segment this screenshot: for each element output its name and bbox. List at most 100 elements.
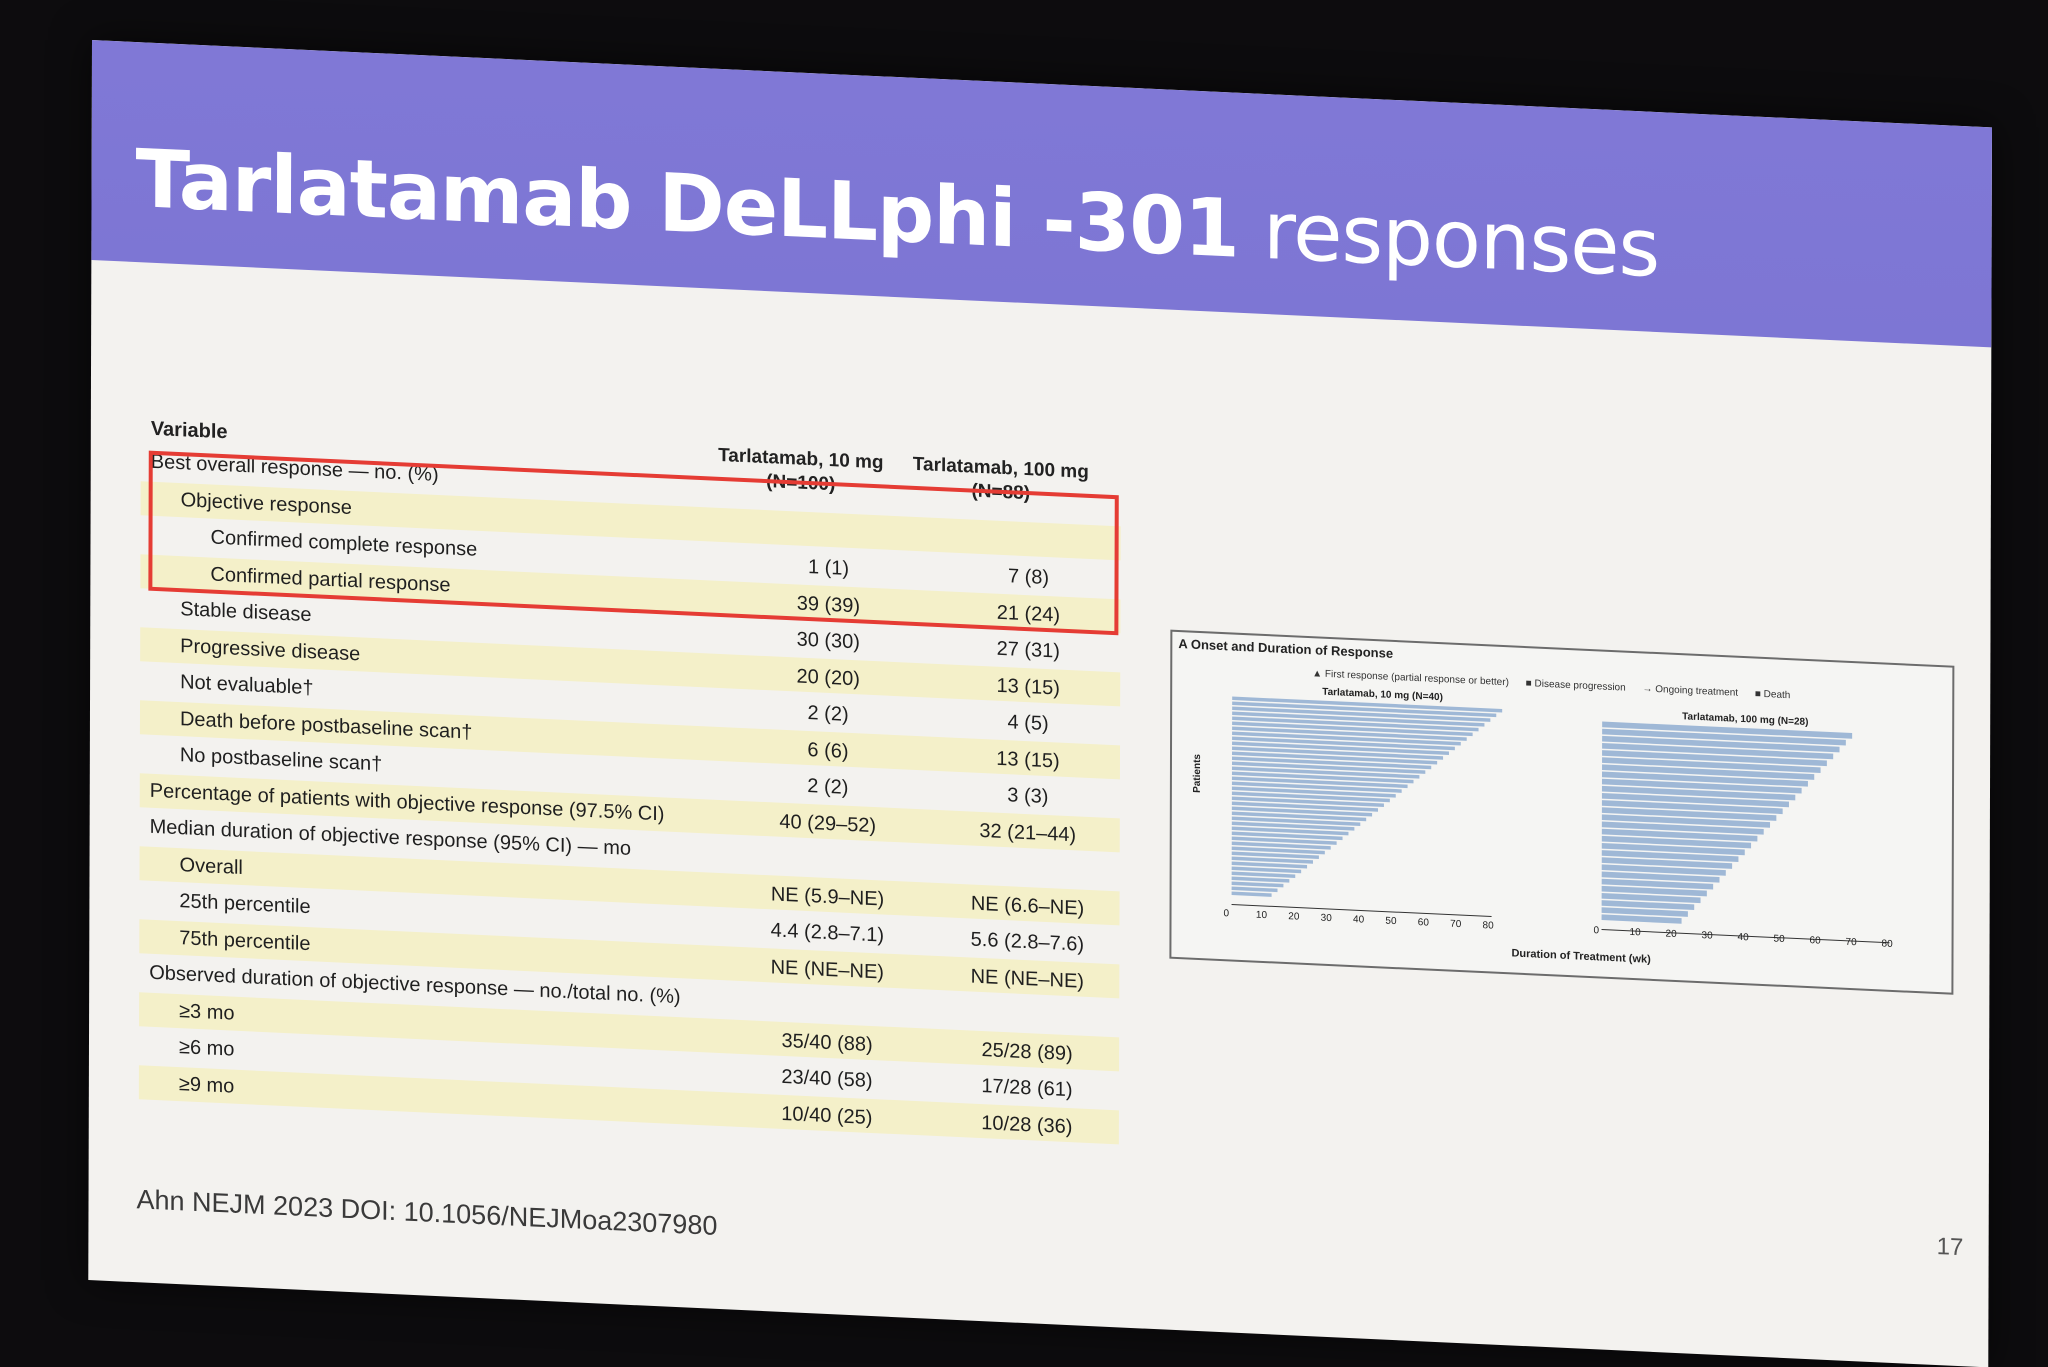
row-value-100mg: 27 (31): [996, 637, 1061, 663]
row-label: Stable disease: [180, 598, 312, 627]
swimmer-bar: [1232, 696, 1503, 713]
response-figure: A Onset and Duration of Response ▲ First…: [1169, 629, 1955, 995]
swimmer-bar: [1231, 791, 1390, 803]
swimmer-bar: [1231, 821, 1355, 831]
x-tick-label: 50: [1773, 933, 1785, 945]
row-value-100mg: 3 (3): [1007, 784, 1049, 809]
swimmer-bar: [1601, 914, 1682, 924]
swimmer-bar: [1602, 750, 1827, 767]
row-label: Death before postbaseline scan†: [179, 707, 473, 744]
row-label: No postbaseline scan†: [179, 744, 383, 776]
x-tick-label: 60: [1809, 935, 1821, 947]
title-bar: Tarlatamab DeLLphi -301 responses: [91, 40, 1992, 348]
swimmer-bar: [1601, 850, 1739, 863]
row-value-10mg: NE (5.9–NE): [770, 882, 885, 911]
swimmer-bar: [1231, 876, 1290, 883]
x-tick-label: 0: [1593, 925, 1600, 937]
row-value-10mg: 10/40 (25): [781, 1102, 873, 1129]
x-tick-label: 40: [1353, 914, 1365, 926]
row-value-10mg: 4.4 (2.8–7.1): [770, 919, 885, 947]
slide-title-rest: responses: [1238, 182, 1660, 296]
swimmer-bar: [1602, 764, 1815, 780]
citation-footer: Ahn NEJM 2023 DOI: 10.1056/NEJMoa2307980: [136, 1184, 718, 1241]
swimmer-bar: [1232, 711, 1485, 727]
swimmer-bar: [1601, 857, 1733, 869]
swimmer-bar: [1231, 831, 1343, 841]
swimmer-bar: [1231, 796, 1384, 808]
swimmer-bar: [1231, 816, 1361, 826]
row-label: Overall: [179, 853, 243, 879]
row-label: Not evaluable†: [180, 671, 314, 700]
swimmer-bar: [1231, 781, 1402, 793]
swimmer-bar: [1231, 881, 1284, 888]
row-label: ≥3 mo: [179, 999, 235, 1025]
row-value-10mg: 2 (2): [807, 702, 849, 726]
swimmer-bar: [1231, 891, 1272, 897]
swimmer-bar: [1231, 871, 1296, 878]
row-value-10mg: 20 (20): [796, 664, 860, 690]
swimmer-bar: [1232, 716, 1479, 732]
row-value-100mg: 4 (5): [1007, 711, 1049, 736]
swimmer-bar: [1601, 835, 1752, 849]
row-label: 75th percentile: [179, 926, 311, 955]
x-tick-label: 70: [1845, 936, 1857, 949]
x-axis-line: [1601, 929, 1890, 944]
swimmer-bar: [1601, 871, 1720, 883]
swimmer-bar: [1601, 792, 1789, 808]
x-tick-label: 10: [1629, 926, 1641, 939]
row-value-10mg: [728, 844, 928, 853]
swimmer-bar: [1232, 746, 1444, 760]
swimmer-bar: [1231, 776, 1408, 789]
swimmer-bar: [1601, 885, 1707, 897]
row-value-100mg: 13 (15): [996, 747, 1060, 773]
page-number: 17: [1936, 1233, 1964, 1262]
swimmer-bar: [1231, 856, 1313, 864]
x-tick-label: 40: [1737, 931, 1749, 944]
swimmer-bar: [1232, 741, 1449, 756]
x-tick-label: 50: [1385, 915, 1397, 928]
row-value-10mg: 23/40 (58): [781, 1065, 873, 1093]
row-value-10mg: 30 (30): [796, 628, 861, 654]
swimmer-bar: [1231, 846, 1325, 855]
swimmer-bar: [1232, 731, 1461, 746]
projection-scene: Tarlatamab DeLLphi -301 responses Variab…: [88, 40, 1992, 1367]
swimmer-bar: [1232, 726, 1467, 741]
x-tick-label: 10: [1255, 909, 1268, 922]
swimmer-bar: [1601, 828, 1758, 842]
row-value-100mg: 25/28 (89): [981, 1038, 1073, 1065]
variable-header: Variable: [150, 417, 228, 444]
swimmer-bar: [1231, 786, 1396, 798]
swimmer-bar: [1602, 728, 1846, 746]
x-tick-label: 20: [1288, 911, 1300, 923]
row-label: ≥6 mo: [178, 1036, 235, 1061]
swimmer-bar: [1232, 721, 1473, 737]
row-label: ≥9 mo: [178, 1072, 235, 1098]
row-value-10mg: 40 (29–52): [779, 810, 877, 837]
swimmer-bar: [1601, 814, 1771, 828]
row-value-100mg: 13 (15): [996, 674, 1060, 700]
swimmer-bar: [1601, 907, 1688, 917]
swimmer-bar: [1231, 801, 1379, 812]
swimmer-bar: [1231, 806, 1373, 817]
swimmer-bar: [1232, 751, 1438, 765]
swimmer-bar: [1231, 811, 1367, 822]
x-tick-label: 80: [1881, 938, 1893, 950]
swimmer-bar: [1231, 866, 1302, 874]
swimmer-bar: [1601, 900, 1695, 911]
slide-title: Tarlatamab DeLLphi -301 responses: [135, 132, 1659, 295]
x-tick-label: 30: [1701, 930, 1713, 942]
swimmer-bar: [1231, 836, 1337, 845]
swimmer-bar: [1231, 886, 1278, 893]
swimmer-bar: [1231, 761, 1426, 774]
presentation-slide: Tarlatamab DeLLphi -301 responses Variab…: [88, 40, 1992, 1367]
swimmer-bar: [1601, 807, 1777, 821]
swimmer-plots: [1231, 696, 1890, 944]
swimmer-bar: [1601, 778, 1802, 794]
row-value-100mg: [928, 854, 1128, 863]
swimmer-bar: [1601, 878, 1714, 890]
row-value-10mg: 35/40 (88): [781, 1029, 873, 1056]
swimmer-bar: [1232, 706, 1491, 722]
swimmer-bar: [1231, 861, 1308, 869]
swimmer-bar: [1231, 851, 1319, 860]
row-value-10mg: 2 (2): [807, 775, 849, 799]
